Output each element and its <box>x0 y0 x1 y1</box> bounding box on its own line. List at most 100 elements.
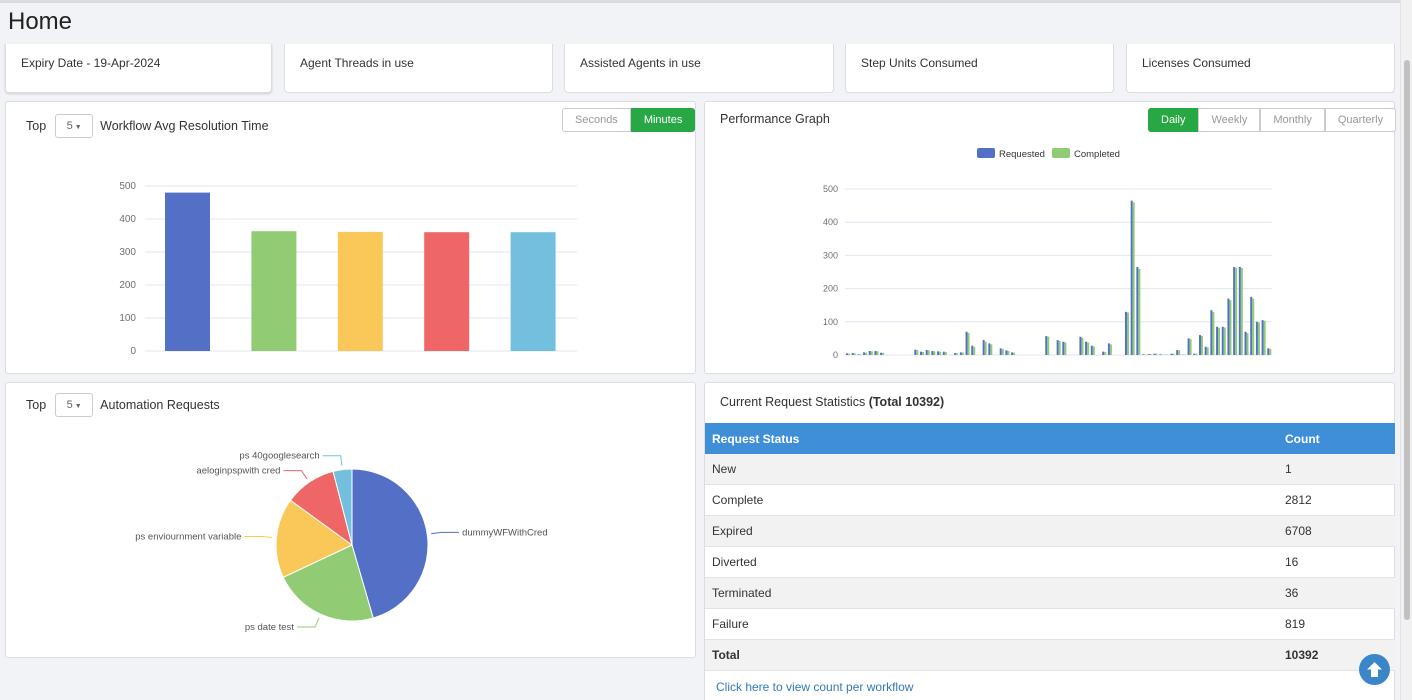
y-tick-label: 500 <box>119 181 136 192</box>
bar <box>870 351 873 355</box>
scrollbar-thumb[interactable] <box>1404 60 1410 620</box>
bar <box>1085 341 1088 355</box>
bar <box>954 353 957 355</box>
bar <box>939 351 942 355</box>
y-tick-label: 200 <box>823 284 838 294</box>
top-count-select[interactable]: 5 ▼ <box>55 393 94 417</box>
bar <box>424 232 470 351</box>
bar <box>1246 333 1249 355</box>
bar <box>1149 354 1152 355</box>
bar <box>1056 340 1059 355</box>
row-count: 1 <box>1285 462 1292 476</box>
y-tick-label: 200 <box>119 280 136 291</box>
bar <box>1204 346 1207 355</box>
automation-pie-chart: dummyWFWithCred ps date test ps enviournme… <box>135 451 548 633</box>
bar <box>1159 354 1162 355</box>
pie-label: aeloginpspwith cred <box>196 466 280 477</box>
bar <box>1263 320 1266 355</box>
monthly-button[interactable]: Monthly <box>1260 108 1325 132</box>
bar <box>876 351 879 355</box>
y-tick-label: 400 <box>823 217 838 227</box>
caret-down-icon: ▼ <box>74 124 82 131</box>
minutes-button[interactable]: Minutes <box>630 108 696 132</box>
bar <box>865 352 868 355</box>
bar <box>1244 331 1247 355</box>
bar <box>1155 353 1158 355</box>
stat-card-expiry: Expiry Date - 19-Apr-2024 <box>5 44 272 93</box>
y-tick-label: 300 <box>119 247 136 258</box>
bar <box>922 352 925 355</box>
pie-label-line <box>322 455 343 466</box>
bar <box>984 341 987 355</box>
bar <box>959 352 962 355</box>
performance-bar-chart: 0 100 200 300 400 500 Requested Completed <box>823 148 1272 360</box>
stat-card-label: Assisted Agents in use <box>580 56 701 70</box>
request-status-table: Request Status Count New 1 Complete 2812 E… <box>705 423 1395 671</box>
arrow-up-circle-icon[interactable] <box>1359 654 1390 685</box>
stats-total-label: (Total 10392) <box>868 395 945 409</box>
y-tick-label: 300 <box>823 250 838 260</box>
bar <box>1153 353 1156 355</box>
bar <box>1193 353 1196 355</box>
stats-panel-title: Current Request Statistics <box>720 395 866 409</box>
bar <box>1062 341 1065 355</box>
quarterly-button[interactable]: Quarterly <box>1324 108 1397 132</box>
bar <box>1132 202 1135 355</box>
y-tick-label: 100 <box>823 317 838 327</box>
bar <box>848 353 850 355</box>
bar <box>851 353 854 355</box>
bar <box>1257 322 1260 355</box>
pie-label: dummyWFWithCred <box>462 527 548 538</box>
legend-label: Requested <box>999 149 1045 160</box>
bar <box>1136 267 1139 355</box>
row-status: Diverted <box>712 555 757 569</box>
bar <box>944 352 947 355</box>
bar <box>1229 300 1232 355</box>
row-count: 16 <box>1285 555 1299 569</box>
bar <box>1011 352 1014 355</box>
pie-label: ps 40googlesearch <box>239 451 319 462</box>
weekly-button[interactable]: Weekly <box>1198 108 1261 132</box>
row-status: Complete <box>712 493 764 507</box>
seconds-button[interactable]: Seconds <box>562 108 631 132</box>
y-tick-label: 500 <box>823 184 838 194</box>
time-unit-toggle: Seconds Minutes <box>562 108 696 132</box>
row-count: 2812 <box>1285 493 1312 507</box>
table-row: Diverted 16 <box>705 547 1395 578</box>
bar <box>1081 337 1084 355</box>
bar <box>1109 344 1112 355</box>
bar <box>510 232 556 351</box>
pie-label-line <box>283 470 308 480</box>
view-count-per-workflow-link[interactable]: Click here to view count per workflow <box>716 680 914 694</box>
bar <box>337 231 383 351</box>
y-tick-label: 0 <box>833 350 838 360</box>
stat-card-label: Agent Threads in use <box>300 56 414 70</box>
view-count-link-row: Click here to view count per workflow <box>705 670 1395 700</box>
column-header-count: Count <box>1285 431 1320 446</box>
bar <box>1138 268 1141 355</box>
bar <box>927 350 930 355</box>
top-count-select[interactable]: 5 ▼ <box>55 114 94 138</box>
pie-label-line <box>244 536 273 538</box>
bar <box>1102 351 1105 355</box>
stat-card-label: Licenses Consumed <box>1142 56 1251 70</box>
bar <box>925 350 928 355</box>
bar <box>1045 336 1048 355</box>
bar <box>1107 343 1110 355</box>
page-scrollbar[interactable] <box>1400 0 1412 700</box>
bar <box>933 351 936 355</box>
bar <box>165 192 210 351</box>
period-toggle: Daily Weekly Monthly Quarterly <box>1148 108 1397 132</box>
top-label: Top <box>26 119 47 133</box>
table-row: Terminated 36 <box>705 578 1395 609</box>
pie-label-line <box>431 531 460 535</box>
bar <box>1221 326 1224 355</box>
bar <box>1269 349 1272 355</box>
bar <box>1240 268 1243 355</box>
bar <box>1161 354 1164 355</box>
legend-label: Completed <box>1074 149 1120 160</box>
bar <box>1058 341 1061 355</box>
bar <box>1206 347 1209 355</box>
daily-button[interactable]: Daily <box>1148 108 1199 132</box>
bar <box>1126 312 1129 355</box>
